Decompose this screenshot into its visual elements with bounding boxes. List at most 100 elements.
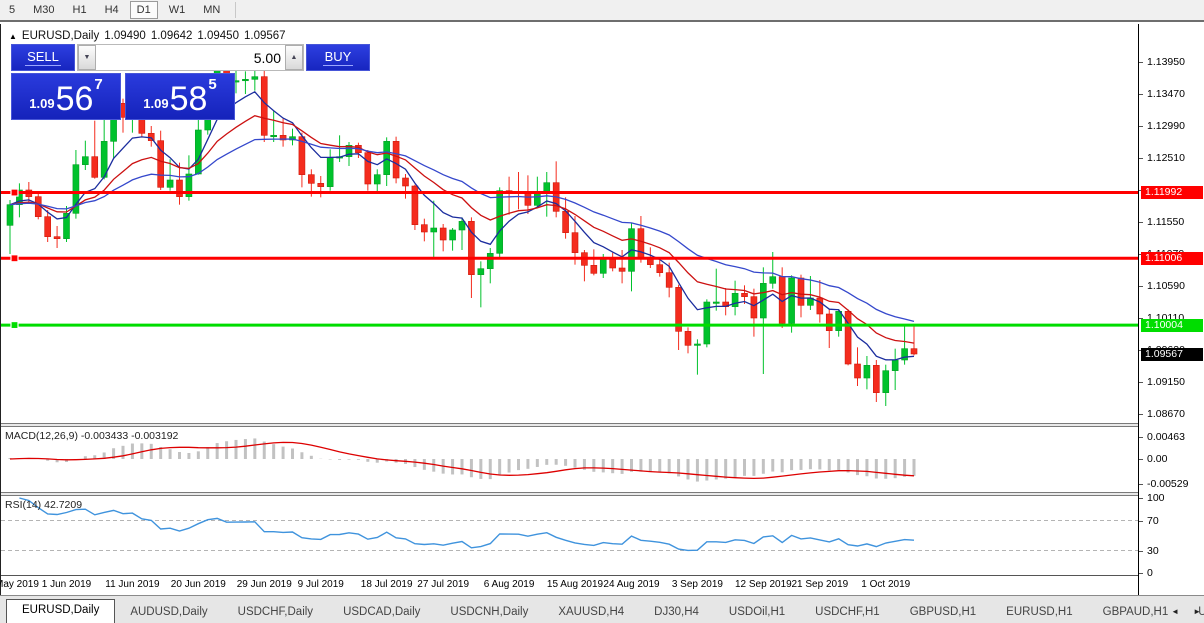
timeframe-button-m30[interactable]: M30 (33, 4, 55, 16)
candle-body (402, 177, 409, 187)
chart-tab-usdcad[interactable]: USDCAD,Daily (343, 606, 421, 618)
resistance-line-upper-handle[interactable] (10, 188, 19, 197)
sell-price-box[interactable]: 1.09 56 7 (11, 73, 121, 120)
candle-body (675, 287, 682, 332)
sell-price-pipette: 7 (94, 76, 103, 93)
support-line-price-label: 1.10004 (1141, 318, 1203, 332)
candle-body (797, 277, 805, 306)
chart-tab-eurusd[interactable]: EURUSD,H1 (1006, 606, 1073, 618)
price-axis[interactable]: 1.139501.134701.129901.125101.120301.115… (1138, 24, 1204, 595)
tab-scroll-buttons: ◄ ► (1171, 607, 1201, 616)
sell-button[interactable]: SELL (11, 44, 75, 71)
chart-tab-audusd[interactable]: AUDUSD,Daily (130, 606, 208, 618)
timeframe-button-h4[interactable]: H4 (104, 4, 119, 16)
candle-body (91, 156, 99, 178)
volume-increase-button[interactable]: ▲ (285, 45, 303, 70)
buy-price-main: 58 (169, 79, 208, 118)
candle-body (863, 365, 871, 379)
chart-tab-usdcnh[interactable]: USDCNH,Daily (450, 606, 529, 618)
candle-body (185, 173, 193, 197)
chart-tab-dj30[interactable]: DJ30,H4 (654, 606, 699, 618)
volume-decrease-button[interactable]: ▼ (78, 45, 96, 70)
candle-body (477, 268, 485, 275)
candle-body (157, 140, 164, 188)
quote-header: ▲ EURUSD,Daily 1.09490 1.09642 1.09450 1… (9, 30, 286, 42)
timeframe-button-h1[interactable]: H1 (72, 4, 87, 16)
chart-window[interactable]: ▲ EURUSD,Daily 1.09490 1.09642 1.09450 1… (0, 24, 1204, 595)
one-click-trading-panel: SELL ▼ ▲ BUY 1.09 56 7 1.09 (11, 44, 370, 120)
rsi-indicator-pane[interactable] (1, 496, 1138, 575)
pane-splitter[interactable] (1, 492, 1204, 496)
candle-body (195, 129, 202, 175)
quote-high: 1.09642 (150, 30, 193, 42)
buy-button[interactable]: BUY (306, 44, 370, 71)
macd-tick: 0.00 (1147, 453, 1168, 465)
axis-tick-mark (1139, 318, 1143, 319)
candle-body (788, 277, 795, 324)
candle-body (901, 348, 908, 361)
resistance-line-lower-handle[interactable] (10, 254, 19, 263)
chart-tab-usdjp[interactable]: USDJP (1198, 606, 1204, 618)
timeframe-button-5[interactable]: 5 (9, 4, 16, 16)
price-chart-pane[interactable] (1, 24, 1138, 423)
volume-input[interactable] (96, 45, 285, 70)
candle-body (741, 293, 748, 297)
chart-tab-xauusd[interactable]: XAUUSD,H4 (558, 606, 625, 618)
candle-body (618, 267, 626, 272)
date-tick: 23 May 2019 (0, 579, 39, 590)
axis-tick-mark (1139, 573, 1143, 574)
rsi-tick: 100 (1147, 492, 1165, 504)
candle-body (317, 183, 325, 187)
support-line-handle[interactable] (10, 320, 19, 330)
date-tick: 21 Sep 2019 (791, 579, 849, 590)
candle-body (72, 164, 80, 214)
price-tick: 1.08670 (1147, 408, 1185, 420)
chart-tab-usdoil[interactable]: USDOil,H1 (728, 606, 786, 618)
volume-spinner: ▼ ▲ (77, 44, 304, 71)
rsi-title: RSI(14) 42.7209 (5, 499, 83, 511)
macd-signal-value: -0.003192 (131, 430, 179, 442)
date-tick: 9 Jul 2019 (297, 579, 344, 590)
pane-splitter[interactable] (1, 423, 1204, 427)
axis-tick-mark (1139, 498, 1143, 499)
candle-body (270, 135, 277, 138)
candle-body (665, 272, 673, 288)
tab-scroll-left-icon[interactable]: ◄ (1171, 607, 1180, 616)
axis-tick-mark (1139, 286, 1143, 287)
candle-body (392, 141, 400, 179)
date-tick: 27 Jul 2019 (417, 579, 470, 590)
candle-body (609, 259, 616, 269)
candle-body (364, 152, 372, 185)
chart-tab-bar: EURUSD,Daily AUDUSD,Daily USDCHF,Daily USDC… (0, 595, 1204, 623)
rsi-tick: 70 (1147, 514, 1159, 527)
timeframe-button-mn[interactable]: MN (203, 4, 221, 16)
candle-body (373, 174, 381, 185)
macd-main-value: -0.003433 (80, 430, 129, 442)
buy-price-pipette: 5 (208, 76, 217, 93)
candle-body (242, 79, 249, 82)
axis-tick-mark (1139, 126, 1143, 127)
macd-indicator-pane[interactable] (1, 427, 1138, 492)
chart-tab-usdchf[interactable]: USDCHF,H1 (815, 606, 880, 618)
candle-body (873, 365, 880, 393)
chart-tab-eurusd[interactable]: EURUSD,Daily (6, 599, 116, 623)
buy-price-box[interactable]: 1.09 58 5 (125, 73, 235, 120)
candle-body (449, 229, 456, 241)
tab-scroll-right-icon[interactable]: ► (1193, 607, 1201, 616)
candle-body (468, 221, 475, 275)
timeframe-button-d1[interactable]: D1 (129, 1, 158, 19)
chart-tab-gbpaud[interactable]: GBPAUD,H1 (1102, 606, 1169, 618)
chart-tab-usdchf[interactable]: USDCHF,Daily (237, 606, 314, 618)
collapse-panel-icon[interactable]: ▲ (9, 31, 17, 41)
timeframe-button-w1[interactable]: W1 (168, 4, 186, 16)
candle-body (53, 236, 61, 239)
chart-tab-gbpusd[interactable]: GBPUSD,H1 (909, 606, 977, 618)
candle-body (16, 189, 23, 205)
axis-tick-mark (1139, 459, 1143, 460)
quote-open: 1.09490 (104, 30, 146, 42)
candle-body (326, 157, 334, 187)
axis-tick-mark (1139, 520, 1143, 522)
candle-body (308, 174, 315, 184)
